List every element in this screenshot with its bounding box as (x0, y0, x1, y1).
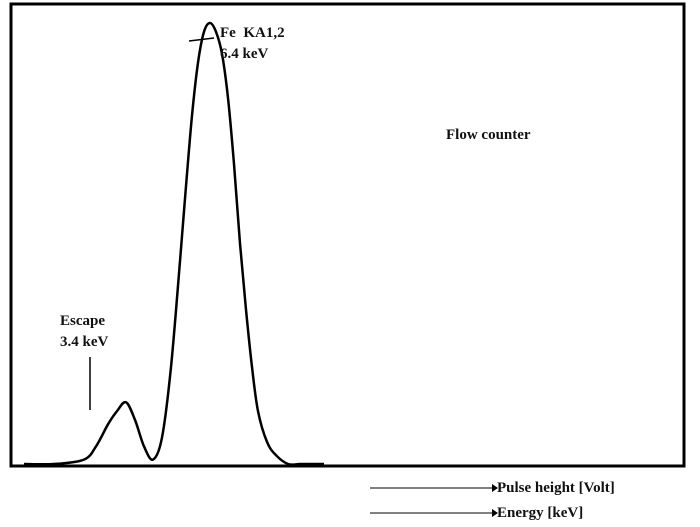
plot-frame (9, 2, 686, 468)
energy-arrowhead (492, 509, 498, 517)
peak-annotation-line-1: Fe KA1,2 (220, 25, 285, 41)
x-axis-label-energy: Energy [keV] (497, 505, 583, 521)
chart-title: Flow counter (446, 127, 531, 143)
pulse-height-arrowhead (492, 484, 498, 492)
series-layer (23, 21, 324, 466)
escape-annotation-line-2: 3.4 keV (60, 334, 109, 350)
x-axis-label-pulse-height: Pulse height [Volt] (497, 480, 615, 496)
escape-annotation-line-1: Escape (60, 313, 105, 329)
series-line-0 (23, 21, 324, 466)
peak-annotation-line-2: 6.4 keV (220, 46, 269, 62)
peak-callout-line (188, 37, 215, 42)
